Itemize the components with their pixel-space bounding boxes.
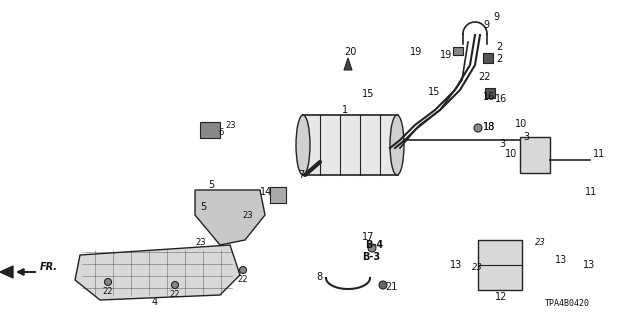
Text: 17: 17 xyxy=(362,232,374,242)
Text: 19: 19 xyxy=(410,47,422,57)
Text: 9: 9 xyxy=(483,20,489,30)
Text: 13: 13 xyxy=(450,260,462,270)
Text: 8: 8 xyxy=(316,272,322,282)
Bar xyxy=(270,187,286,203)
Text: 22: 22 xyxy=(170,290,180,299)
Ellipse shape xyxy=(390,115,404,175)
Text: 23: 23 xyxy=(242,211,253,220)
Text: 14: 14 xyxy=(260,187,272,197)
Circle shape xyxy=(172,282,179,289)
Text: 22: 22 xyxy=(478,72,490,82)
Polygon shape xyxy=(0,266,13,278)
Text: 21: 21 xyxy=(385,282,397,292)
Text: 3: 3 xyxy=(499,139,505,149)
Text: B-4: B-4 xyxy=(365,240,383,250)
Bar xyxy=(200,122,220,138)
Text: 13: 13 xyxy=(555,255,567,265)
Text: 15: 15 xyxy=(428,87,440,97)
Text: 13: 13 xyxy=(583,260,595,270)
Text: 1: 1 xyxy=(342,105,348,115)
Text: B-3: B-3 xyxy=(362,252,380,262)
Text: TPA4B0420: TPA4B0420 xyxy=(545,299,590,308)
Text: 5: 5 xyxy=(208,180,214,190)
Text: 2: 2 xyxy=(496,42,502,52)
Bar xyxy=(485,88,495,98)
Bar xyxy=(478,240,522,290)
Bar xyxy=(483,53,493,63)
Circle shape xyxy=(368,244,376,252)
Text: 20: 20 xyxy=(344,47,356,57)
Polygon shape xyxy=(344,58,352,70)
Text: 3: 3 xyxy=(523,132,529,142)
Circle shape xyxy=(474,124,482,132)
Circle shape xyxy=(379,281,387,289)
Polygon shape xyxy=(195,190,265,245)
Text: 22: 22 xyxy=(237,275,248,284)
Text: 23: 23 xyxy=(472,263,483,272)
Text: 23: 23 xyxy=(225,121,236,130)
Text: 5: 5 xyxy=(200,202,206,212)
Text: 6: 6 xyxy=(218,128,223,137)
Ellipse shape xyxy=(296,115,310,175)
Circle shape xyxy=(239,267,246,274)
Polygon shape xyxy=(75,245,240,300)
Circle shape xyxy=(104,278,111,285)
Text: 16: 16 xyxy=(495,94,508,104)
Text: FR.: FR. xyxy=(40,262,58,272)
Text: 18: 18 xyxy=(483,122,495,132)
Bar xyxy=(520,137,550,173)
Text: 2: 2 xyxy=(496,54,502,64)
Text: 22: 22 xyxy=(103,287,113,296)
Text: 18: 18 xyxy=(483,122,495,132)
Text: 7: 7 xyxy=(298,170,304,180)
Text: 15: 15 xyxy=(362,89,374,99)
Text: 11: 11 xyxy=(593,149,605,159)
Text: 10: 10 xyxy=(515,119,527,129)
Text: 11: 11 xyxy=(585,187,597,197)
Text: 9: 9 xyxy=(493,12,499,22)
Text: 23: 23 xyxy=(535,238,546,247)
Text: 19: 19 xyxy=(440,50,452,60)
Text: 23: 23 xyxy=(195,238,205,247)
Text: 10: 10 xyxy=(505,149,517,159)
Bar xyxy=(303,115,398,175)
Text: 12: 12 xyxy=(495,292,508,302)
Text: 16: 16 xyxy=(483,92,495,102)
Bar xyxy=(453,47,463,55)
Text: 4: 4 xyxy=(152,297,158,307)
